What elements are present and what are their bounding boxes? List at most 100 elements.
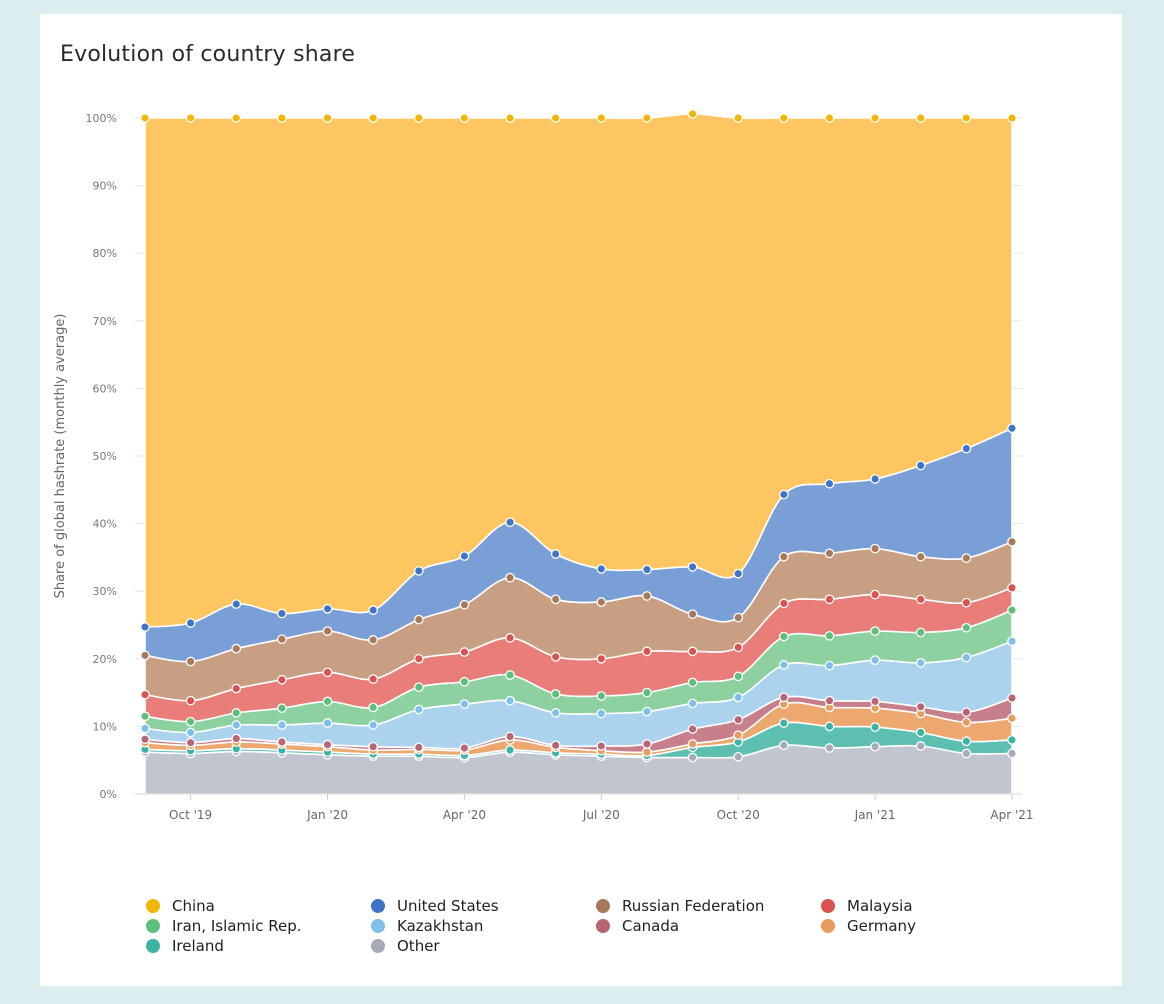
point-malaysia	[140, 689, 150, 700]
point-russian-federation	[185, 656, 196, 667]
point-russian-federation	[277, 634, 287, 645]
legend-item-other[interactable]: Other	[371, 936, 596, 956]
point-kazakhstan	[733, 692, 744, 703]
point-united-states	[778, 489, 789, 500]
point-malaysia	[505, 632, 515, 643]
point-iran-islamic-rep	[185, 716, 196, 727]
point-ireland	[870, 722, 880, 732]
point-iran-islamic-rep	[413, 682, 424, 693]
point-canada	[505, 731, 515, 742]
legend-item-united-states[interactable]: United States	[371, 896, 596, 916]
point-russian-federation	[322, 626, 333, 636]
point-kazakhstan	[505, 695, 515, 706]
legend-item-kazakhstan[interactable]: Kazakhstan	[371, 916, 596, 936]
point-russian-federation	[140, 650, 150, 661]
legend-item-malaysia[interactable]: Malaysia	[821, 896, 1046, 916]
point-malaysia	[185, 695, 196, 706]
point-ireland	[824, 721, 835, 732]
point-canada	[459, 743, 470, 753]
point-kazakhstan	[140, 723, 150, 734]
y-tick-label: 90%	[93, 180, 117, 193]
point-canada	[778, 692, 789, 703]
legend-item-germany[interactable]: Germany	[821, 916, 1046, 936]
legend-label: United States	[397, 897, 499, 915]
point-china	[459, 113, 470, 123]
point-iran-islamic-rep	[368, 702, 379, 713]
point-canada	[550, 740, 561, 751]
point-kazakhstan	[277, 720, 287, 730]
point-iran-islamic-rep	[231, 708, 242, 718]
point-china	[322, 113, 333, 123]
point-iran-islamic-rep	[459, 676, 470, 687]
point-canada	[915, 701, 926, 712]
point-iran-islamic-rep	[1007, 605, 1017, 615]
point-ireland	[961, 736, 972, 747]
legend-item-iran-islamic-rep[interactable]: Iran, Islamic Rep.	[146, 916, 371, 936]
point-united-states	[185, 618, 196, 628]
point-united-states	[277, 608, 287, 619]
point-iran-islamic-rep	[550, 689, 561, 699]
point-iran-islamic-rep	[140, 711, 150, 722]
point-iran-islamic-rep	[596, 691, 607, 701]
point-china	[596, 113, 607, 123]
point-united-states	[642, 564, 652, 575]
point-ireland	[505, 745, 515, 755]
point-malaysia	[231, 683, 242, 694]
point-russian-federation	[459, 599, 470, 610]
point-kazakhstan	[778, 660, 789, 670]
legend-label: Canada	[622, 917, 680, 935]
point-iran-islamic-rep	[322, 696, 333, 707]
point-kazakhstan	[185, 727, 196, 738]
point-iran-islamic-rep	[642, 687, 652, 698]
point-canada	[596, 741, 607, 751]
legend-item-russian-federation[interactable]: Russian Federation	[596, 896, 821, 916]
point-united-states	[733, 568, 744, 579]
point-russian-federation	[687, 609, 698, 620]
legend-label: Malaysia	[847, 897, 913, 915]
point-china	[915, 113, 926, 123]
point-canada	[687, 724, 698, 734]
point-other	[961, 748, 972, 759]
point-united-states	[550, 549, 561, 559]
legend-label: Kazakhstan	[397, 917, 484, 935]
point-malaysia	[915, 594, 926, 605]
point-china	[413, 113, 424, 123]
point-iran-islamic-rep	[824, 630, 835, 641]
point-united-states	[322, 603, 333, 614]
legend-label: Russian Federation	[622, 897, 765, 915]
legend-swatch	[371, 939, 385, 953]
point-russian-federation	[961, 553, 972, 563]
point-russian-federation	[1007, 537, 1017, 547]
legend-item-canada[interactable]: Canada	[596, 916, 821, 936]
y-tick-label: 100%	[86, 112, 117, 125]
point-germany	[1007, 713, 1017, 724]
point-ireland	[778, 718, 789, 728]
y-tick-label: 80%	[93, 247, 117, 260]
point-united-states	[961, 443, 972, 454]
point-iran-islamic-rep	[277, 703, 287, 713]
point-iran-islamic-rep	[870, 626, 880, 636]
point-canada	[368, 741, 379, 752]
point-china	[733, 113, 744, 123]
point-russian-federation	[413, 614, 424, 625]
point-kazakhstan	[870, 655, 880, 666]
chart-card: Evolution of country share 0% 10% 20% 30% 40…	[40, 14, 1122, 986]
legend-item-china[interactable]: China	[146, 896, 371, 916]
x-tick-label: Jul '20	[582, 808, 620, 822]
point-united-states	[687, 562, 698, 572]
legend-swatch	[146, 939, 160, 953]
legend-item-ireland[interactable]: Ireland	[146, 936, 371, 956]
point-china	[140, 113, 150, 123]
point-malaysia	[687, 646, 698, 657]
stacked-area-chart: 0% 10% 20% 30% 40% 50% 60% 70% 80% 90% 100% Share o…	[53, 109, 1034, 822]
point-canada	[140, 734, 150, 745]
point-germany	[733, 730, 744, 741]
point-kazakhstan	[459, 699, 470, 709]
point-malaysia	[596, 653, 607, 664]
point-china	[824, 113, 835, 123]
point-other	[915, 741, 926, 751]
point-kazakhstan	[368, 720, 379, 730]
point-ireland	[1007, 735, 1017, 745]
point-malaysia	[322, 667, 333, 678]
point-other	[824, 743, 835, 753]
